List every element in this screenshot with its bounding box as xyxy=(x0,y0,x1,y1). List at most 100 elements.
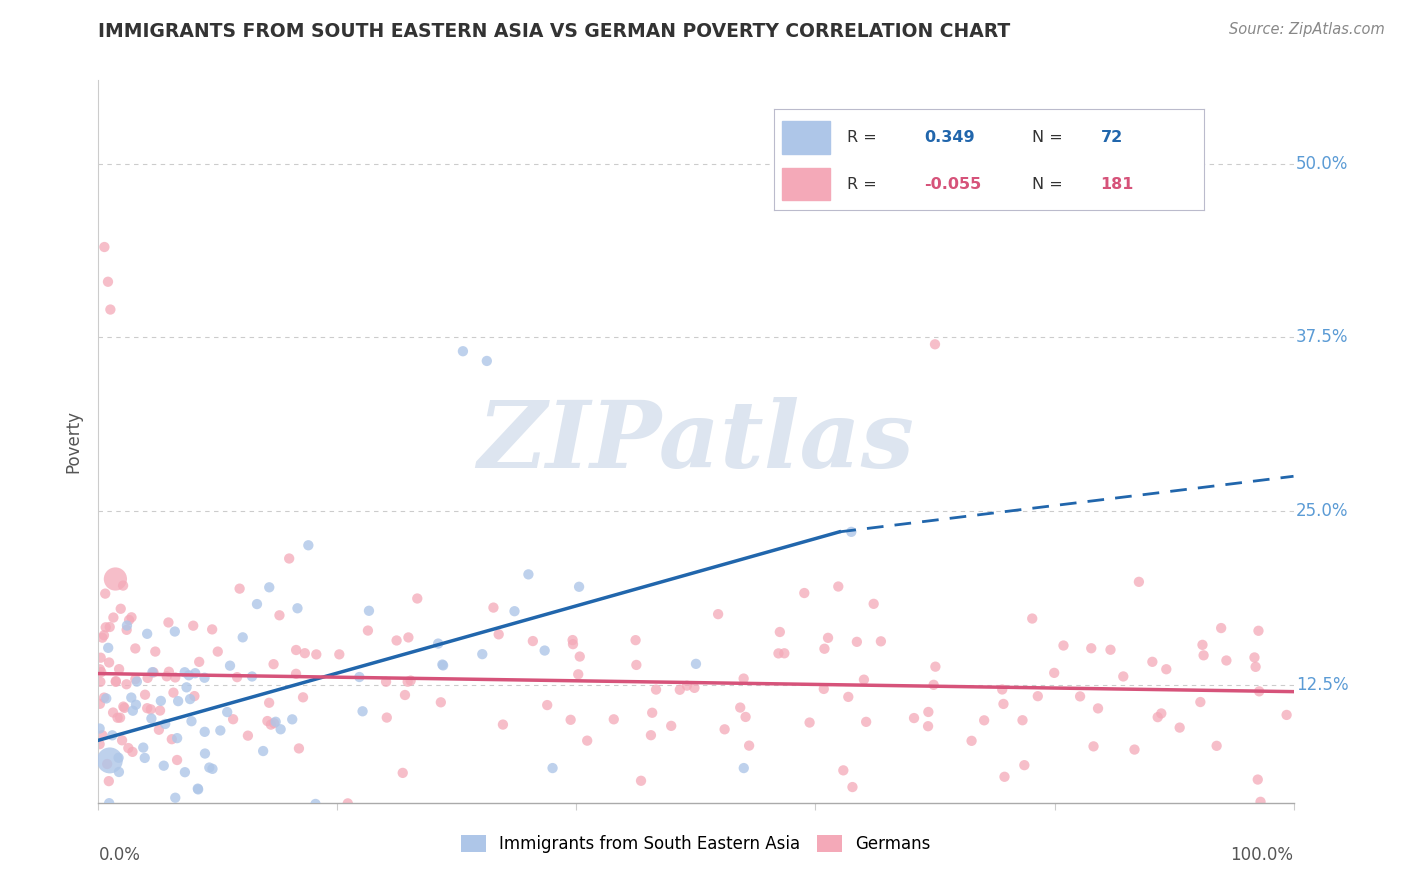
Point xyxy=(1150,706,1173,721)
Point xyxy=(179,692,201,706)
Point xyxy=(148,723,170,737)
Legend: Immigrants from South Eastern Asia, Germans: Immigrants from South Eastern Asia, Germ… xyxy=(454,828,938,860)
Point xyxy=(194,724,217,739)
Point xyxy=(1014,758,1036,772)
Point xyxy=(768,647,790,661)
Point xyxy=(187,782,209,797)
Point xyxy=(567,667,589,681)
Point xyxy=(285,666,308,681)
Point xyxy=(174,765,197,780)
Point xyxy=(813,681,835,696)
Point xyxy=(304,797,326,811)
Point xyxy=(568,580,591,594)
Point xyxy=(194,747,217,761)
Point xyxy=(432,657,454,672)
Point xyxy=(118,613,141,627)
Point xyxy=(149,694,172,708)
Point xyxy=(427,636,450,650)
Point xyxy=(108,764,131,779)
Point xyxy=(1043,665,1066,680)
Point xyxy=(90,650,112,665)
Point xyxy=(89,722,111,736)
Point xyxy=(132,740,155,755)
Point xyxy=(1249,684,1271,698)
Point xyxy=(837,690,859,704)
Point xyxy=(89,737,111,751)
Point xyxy=(533,643,555,657)
Point xyxy=(256,714,278,728)
Point xyxy=(96,757,118,772)
Point xyxy=(152,758,174,772)
Point xyxy=(841,524,863,539)
Point xyxy=(1026,689,1049,703)
Point xyxy=(134,751,156,765)
Point xyxy=(1275,707,1298,722)
Point xyxy=(269,608,291,623)
Point xyxy=(198,760,221,774)
Point xyxy=(163,624,186,639)
Text: 25.0%: 25.0% xyxy=(1296,502,1348,520)
Point xyxy=(90,665,112,679)
Point xyxy=(264,714,287,729)
Point xyxy=(219,658,242,673)
Point xyxy=(209,723,232,738)
Point xyxy=(1247,772,1270,787)
Point xyxy=(108,662,131,676)
Point xyxy=(143,644,166,658)
Point xyxy=(97,640,120,655)
Point xyxy=(603,712,626,726)
Point xyxy=(1067,153,1090,168)
Point xyxy=(738,739,761,753)
Point xyxy=(799,715,821,730)
Point xyxy=(166,753,188,767)
Point xyxy=(432,658,454,673)
Point xyxy=(536,698,558,712)
Text: 100.0%: 100.0% xyxy=(1230,847,1294,864)
Point xyxy=(669,682,692,697)
Point xyxy=(1021,611,1043,625)
Point xyxy=(232,631,254,645)
Point xyxy=(156,669,179,683)
Text: 0.0%: 0.0% xyxy=(98,847,141,864)
Point xyxy=(157,665,180,679)
Point xyxy=(385,633,408,648)
Point xyxy=(870,634,893,648)
Point xyxy=(561,633,583,648)
Point xyxy=(121,704,143,718)
Point xyxy=(522,634,544,648)
Point xyxy=(246,597,269,611)
Point xyxy=(624,633,647,648)
Point xyxy=(91,631,114,645)
Point xyxy=(112,578,135,592)
Point xyxy=(1123,742,1146,756)
Point xyxy=(1215,653,1237,667)
Point xyxy=(1069,690,1091,704)
Point xyxy=(391,765,413,780)
Point xyxy=(685,657,707,671)
Point xyxy=(728,700,751,714)
Point xyxy=(845,635,868,649)
Point xyxy=(136,627,159,641)
Point xyxy=(960,734,983,748)
Point xyxy=(125,698,148,712)
Point xyxy=(294,646,316,660)
Point xyxy=(630,773,652,788)
Point xyxy=(541,761,564,775)
Point xyxy=(394,688,416,702)
Point xyxy=(91,728,114,742)
Point xyxy=(640,728,662,742)
Point xyxy=(188,655,211,669)
Point xyxy=(93,240,115,254)
Text: 37.5%: 37.5% xyxy=(1296,328,1348,346)
Point xyxy=(488,627,510,641)
Point xyxy=(167,694,190,708)
Point xyxy=(352,704,374,718)
Point xyxy=(1080,641,1102,656)
Point xyxy=(165,790,187,805)
Point xyxy=(110,601,132,615)
Point xyxy=(305,648,328,662)
Point xyxy=(121,745,143,759)
Point xyxy=(134,688,156,702)
Point xyxy=(97,275,120,289)
Point xyxy=(734,710,756,724)
